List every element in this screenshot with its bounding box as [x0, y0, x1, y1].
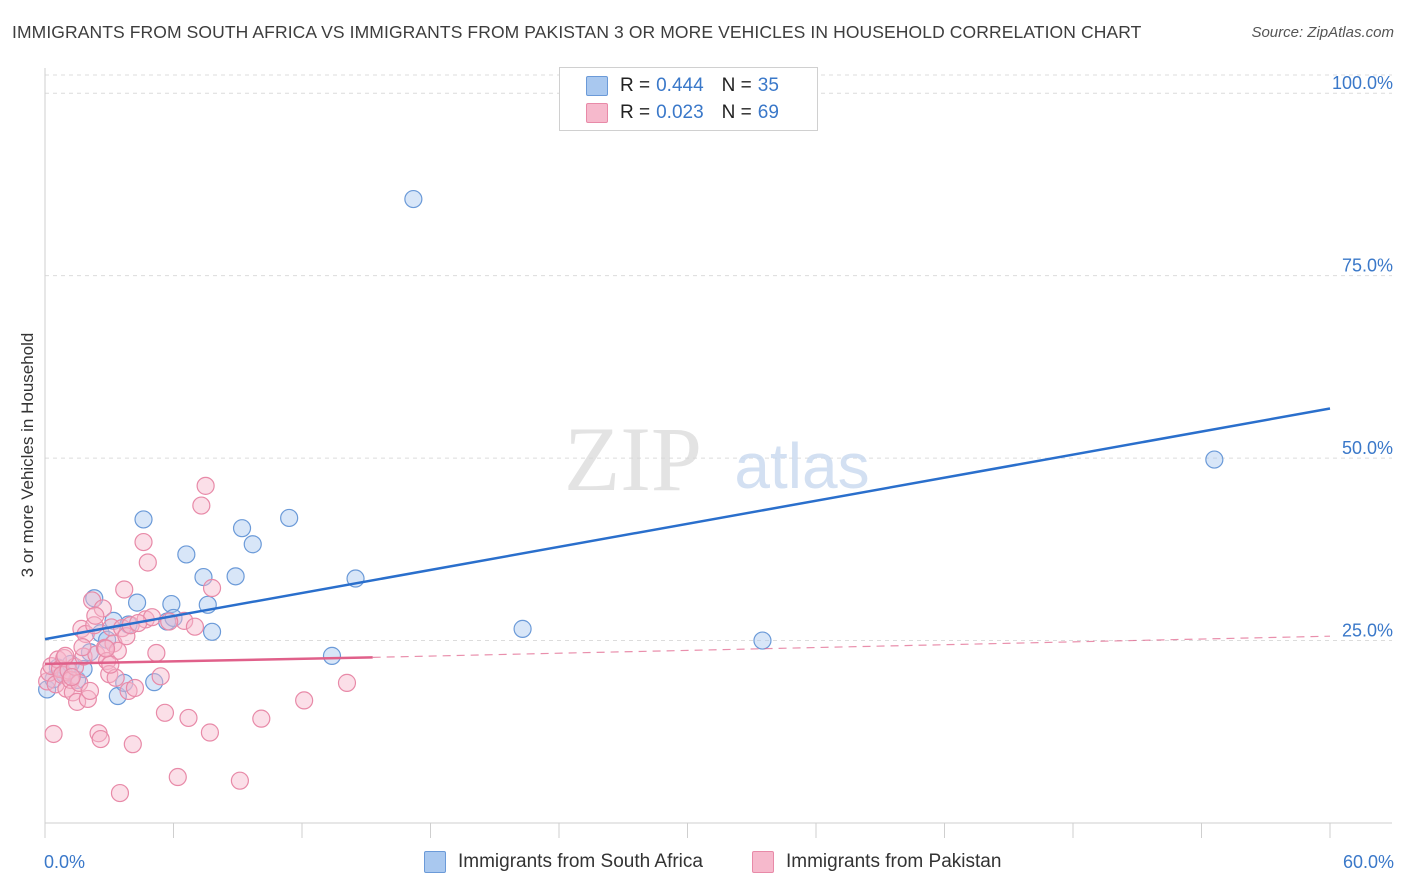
- y-tick-label: 100.0%: [1332, 73, 1393, 93]
- watermark-zip: ZIP: [564, 408, 702, 510]
- legend-item-label: Immigrants from Pakistan: [786, 851, 1002, 872]
- south_africa-point: [1205, 450, 1224, 469]
- pakistan-swatch: [752, 851, 774, 873]
- legend-r-value: 0.444: [656, 75, 704, 96]
- south_africa-point: [232, 519, 252, 538]
- pakistan-point: [147, 643, 166, 663]
- pakistan-point: [175, 611, 194, 630]
- pakistan-point: [337, 673, 357, 692]
- pakistan-point: [62, 667, 81, 687]
- south_africa-point: [177, 545, 196, 564]
- south_africa-point: [202, 622, 222, 641]
- pakistan-point: [123, 735, 142, 754]
- correlation-legend: R = 0.444 N = 35 R = 0.023 N = 69: [559, 67, 818, 131]
- pakistan-point: [93, 599, 112, 618]
- south_africa-point: [404, 189, 423, 209]
- pakistan-point: [68, 692, 87, 711]
- source-label: Source: ZipAtlas.com: [1251, 24, 1394, 41]
- south_africa-point: [753, 631, 772, 650]
- legend-r-label: R =: [620, 75, 651, 96]
- pakistan-point: [168, 767, 187, 787]
- pakistan-point: [91, 729, 110, 749]
- pakistan-point: [196, 476, 215, 495]
- south_africa-trend-line: [44, 407, 1331, 641]
- y-tick-label: 25.0%: [1342, 621, 1393, 641]
- pakistan-point: [56, 646, 75, 665]
- pakistan-point: [125, 678, 145, 698]
- legend-item-south-africa[interactable]: Immigrants from South Africa: [424, 851, 703, 873]
- south_africa-point: [322, 646, 342, 665]
- pakistan-point: [230, 771, 249, 790]
- pakistan-point: [101, 655, 120, 674]
- x-axis-max-label: 60.0%: [1342, 852, 1394, 872]
- pakistan-point: [192, 496, 211, 515]
- pakistan-point: [202, 578, 222, 598]
- pakistan-point: [110, 783, 130, 803]
- legend-n-value: 69: [757, 102, 779, 123]
- pakistan-point: [295, 691, 314, 710]
- south_africa-point: [513, 619, 532, 638]
- legend-item-label: Immigrants from South Africa: [458, 851, 703, 872]
- south-africa-swatch: [586, 76, 608, 96]
- south_africa-point: [226, 567, 245, 586]
- pakistan-swatch: [586, 103, 608, 123]
- x-axis-min-label: 0.0%: [44, 852, 86, 872]
- legend-n-label: N =: [721, 102, 752, 123]
- south_africa-point: [162, 594, 181, 614]
- legend-row-south-africa: R = 0.444 N = 35: [586, 74, 779, 98]
- south_africa-point: [134, 510, 153, 529]
- series-legend: Immigrants from South Africa Immigrants …: [0, 851, 1406, 879]
- pakistan-point: [252, 709, 271, 728]
- pakistan-point: [96, 639, 116, 658]
- pakistan-point: [155, 703, 175, 722]
- pakistan-trend-line: [44, 656, 373, 666]
- legend-item-pakistan[interactable]: Immigrants from Pakistan: [752, 851, 1001, 873]
- pakistan-point: [117, 627, 136, 646]
- y-tick-label: 75.0%: [1342, 256, 1393, 276]
- watermark-atlas: atlas: [734, 430, 869, 502]
- pakistan-point: [80, 681, 100, 701]
- pakistan-point: [179, 708, 198, 728]
- legend-n-label: N =: [721, 75, 752, 96]
- legend-r-value: 0.023: [656, 102, 704, 123]
- legend-r-label: R =: [620, 102, 651, 123]
- south_africa-point: [280, 508, 299, 528]
- pakistan-trend-line-extension: [372, 635, 1331, 658]
- pakistan-point: [73, 638, 92, 657]
- pakistan-point: [185, 617, 205, 636]
- legend-row-pakistan: R = 0.023 N = 69: [586, 101, 779, 125]
- pakistan-point: [108, 641, 127, 660]
- south_africa-point: [127, 593, 147, 612]
- y-tick-label: 50.0%: [1342, 438, 1393, 458]
- pakistan-point: [115, 580, 134, 599]
- pakistan-point: [86, 606, 105, 625]
- pakistan-point: [200, 723, 220, 742]
- south_africa-point: [243, 535, 262, 554]
- pakistan-point: [151, 667, 170, 686]
- pakistan-point: [44, 724, 63, 744]
- legend-n-value: 35: [757, 75, 779, 96]
- pakistan-point: [134, 532, 153, 552]
- chart-title: IMMIGRANTS FROM SOUTH AFRICA VS IMMIGRAN…: [12, 22, 1142, 42]
- pakistan-point: [138, 553, 157, 572]
- south-africa-swatch: [424, 851, 446, 873]
